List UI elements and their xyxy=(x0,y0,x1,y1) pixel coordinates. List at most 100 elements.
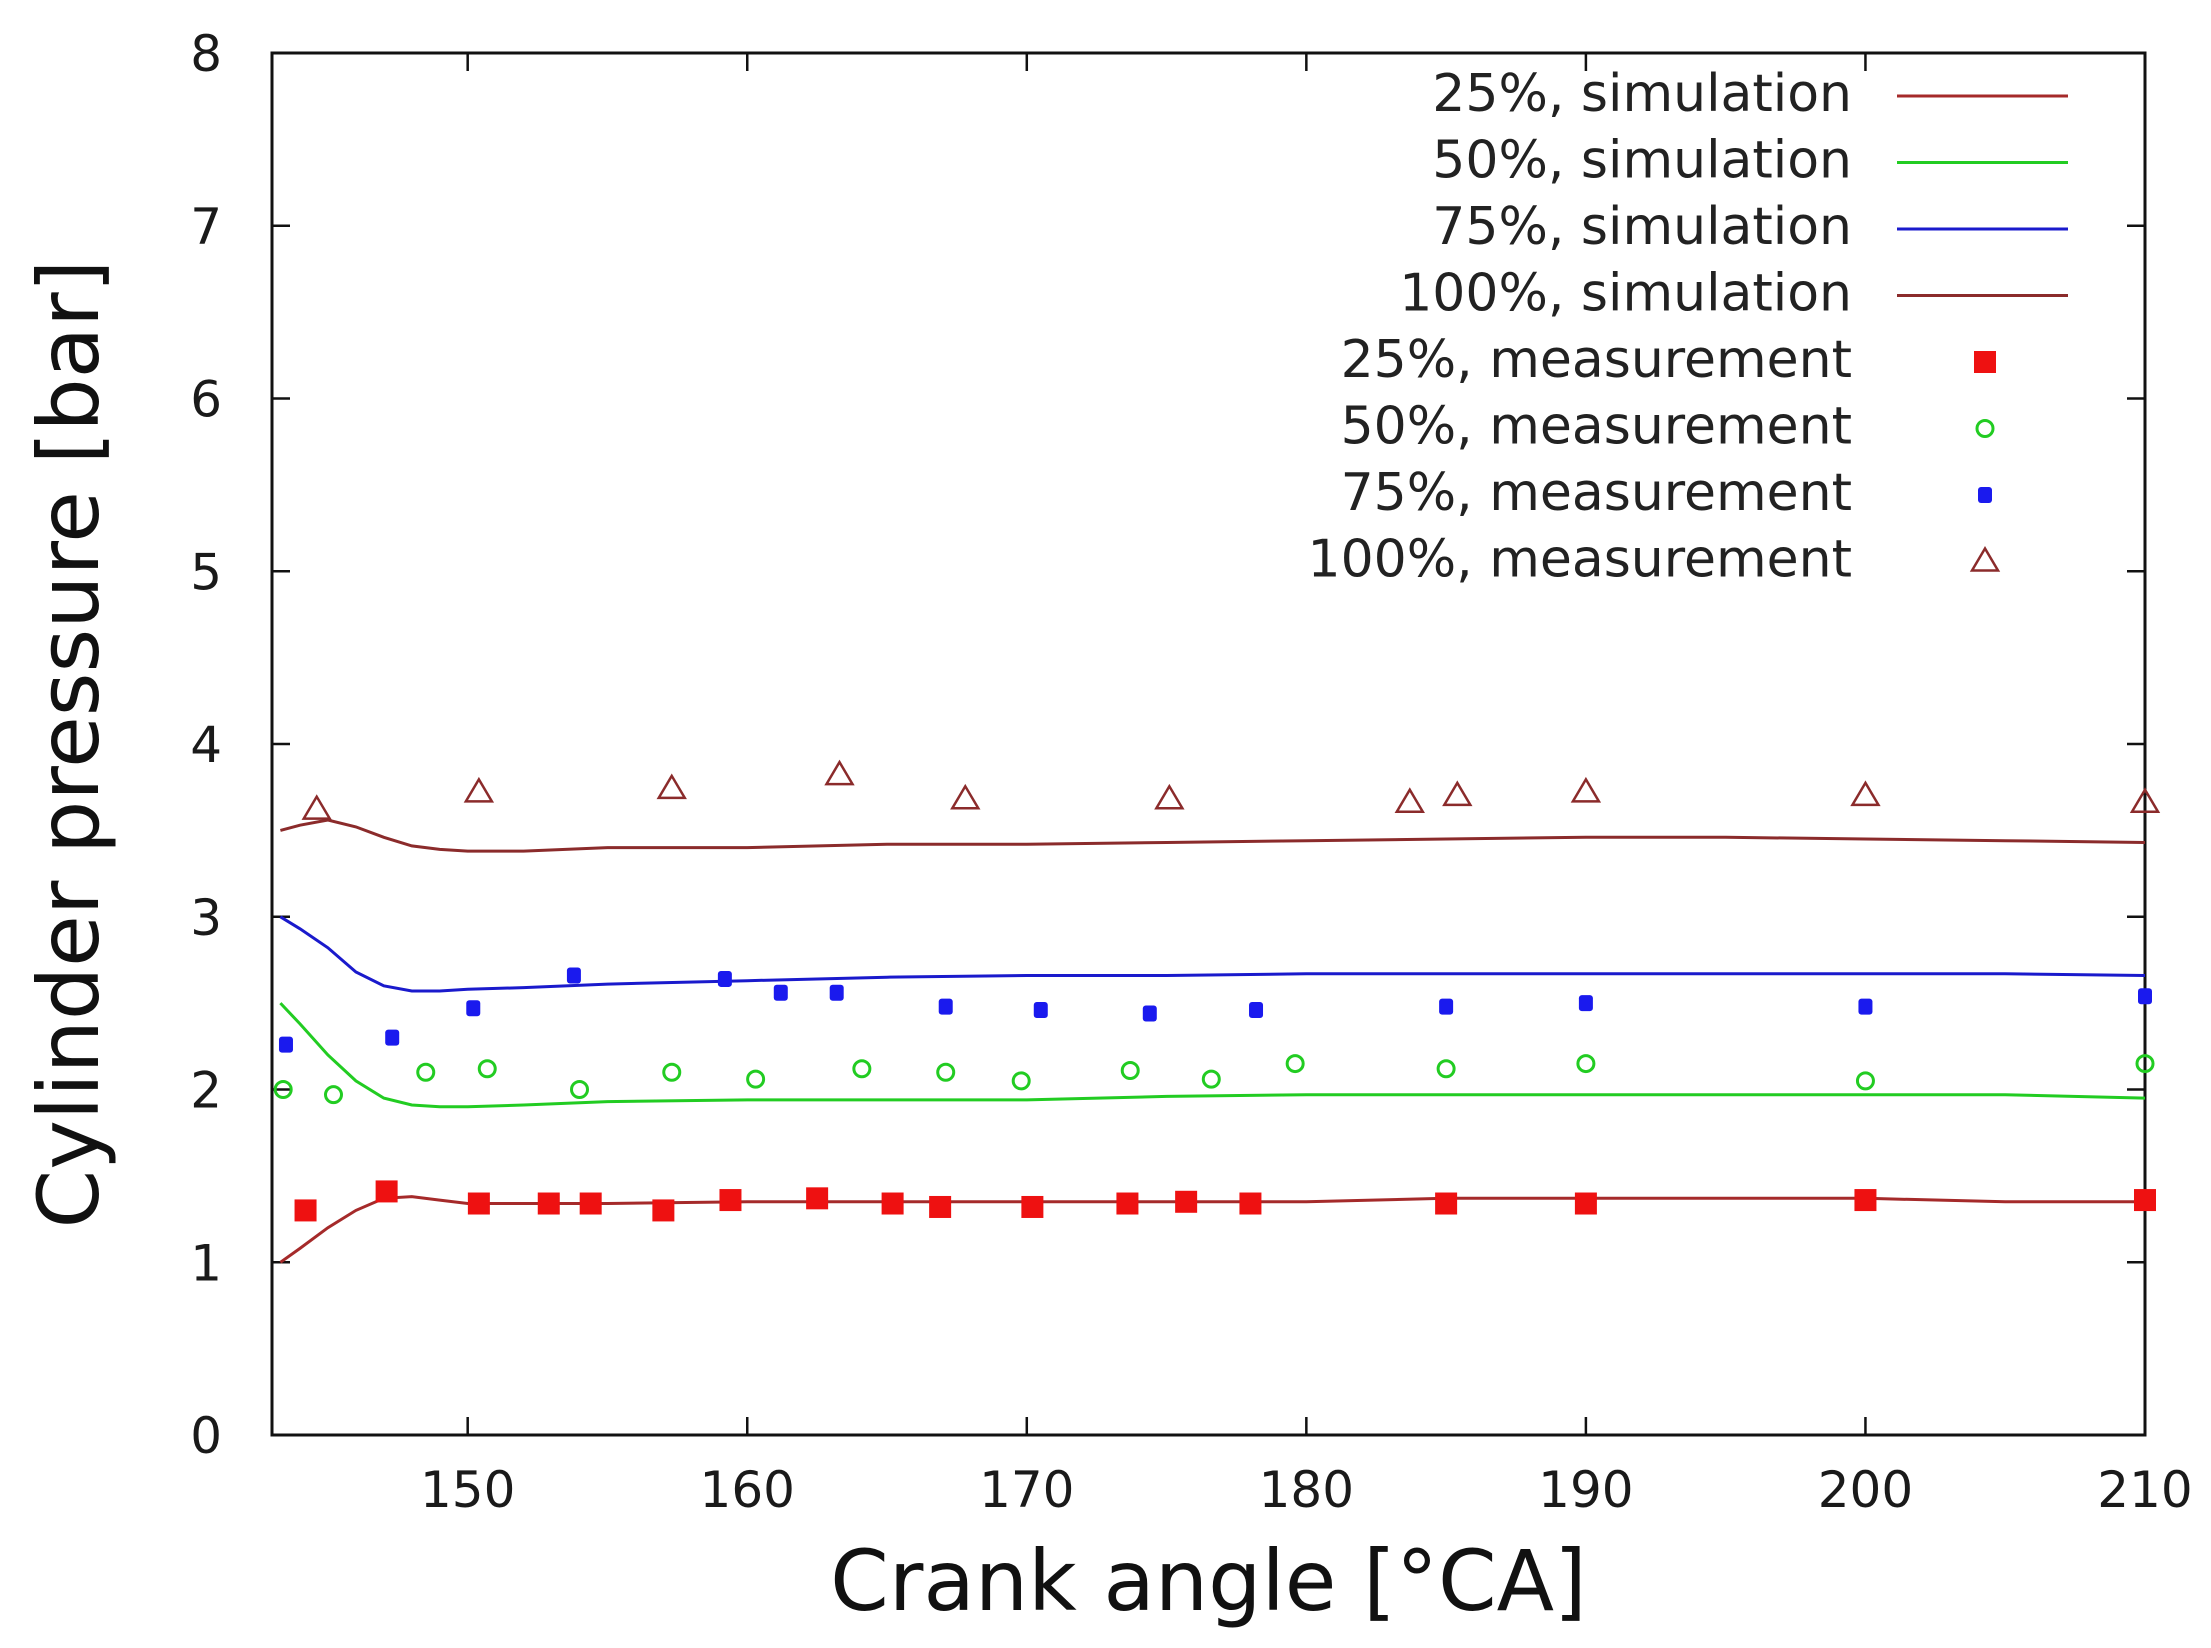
data-point xyxy=(717,970,732,987)
data-point xyxy=(1154,783,1185,810)
legend-label: 75%, measurement xyxy=(1341,463,1852,523)
data-point xyxy=(1021,1195,1044,1218)
y-axis-label: Cylinder pressure [bar] xyxy=(20,260,118,1229)
data-point xyxy=(579,1192,602,1215)
series-line xyxy=(279,1195,2145,1264)
legend-marker xyxy=(1975,419,1995,438)
legend-label: 25%, measurement xyxy=(1341,330,1852,390)
plot-border xyxy=(270,51,2147,1437)
data-point xyxy=(301,794,332,820)
data-point xyxy=(852,1059,872,1079)
legend-marker xyxy=(1978,487,1992,503)
legend-label: 75%, simulation xyxy=(1432,197,1852,257)
x-tick-label: 160 xyxy=(700,1461,795,1519)
data-point xyxy=(1033,1002,1048,1019)
data-point xyxy=(656,773,687,800)
data-point xyxy=(2138,988,2152,1005)
x-tick-label: 210 xyxy=(2097,1461,2192,1519)
data-point xyxy=(467,1192,490,1215)
y-tick-label: 7 xyxy=(190,198,222,256)
y-tick-label: 8 xyxy=(190,25,222,83)
y-tick-label: 1 xyxy=(190,1234,222,1292)
legend-label: 50%, measurement xyxy=(1341,397,1852,457)
legend-marker xyxy=(1974,351,1996,373)
series-6 xyxy=(278,967,2152,1053)
data-point xyxy=(1175,1190,1198,1213)
axis-ticks: 150 160 170 180 190 200 210 0 1 2 3 4 5 6 7 8 xyxy=(190,25,2193,1519)
data-point xyxy=(652,1199,675,1222)
legend-marker xyxy=(1969,546,2001,572)
data-point xyxy=(824,759,855,786)
x-tick-label: 150 xyxy=(420,1461,515,1519)
series-4 xyxy=(294,1180,2156,1222)
data-point xyxy=(881,1192,904,1215)
y-tick-label: 2 xyxy=(190,1062,222,1120)
data-point xyxy=(416,1062,436,1082)
data-point xyxy=(950,783,981,810)
data-point xyxy=(1285,1054,1305,1074)
data-point xyxy=(477,1059,497,1079)
data-point xyxy=(1249,1002,1264,1019)
data-point xyxy=(1435,1192,1458,1215)
data-point xyxy=(746,1069,766,1089)
data-point xyxy=(1394,787,1425,813)
series-layer xyxy=(273,759,2161,1264)
data-point xyxy=(385,1029,400,1046)
plot-area xyxy=(270,51,2147,1437)
data-point xyxy=(1850,780,1881,807)
legend-label: 100%, simulation xyxy=(1399,264,1852,324)
data-point xyxy=(463,776,495,803)
x-tick-label: 190 xyxy=(1538,1461,1633,1519)
legend-label: 100%, measurement xyxy=(1307,530,1852,590)
series-1 xyxy=(279,1002,2146,1109)
data-point xyxy=(773,984,788,1001)
data-point xyxy=(537,1192,560,1215)
series-line xyxy=(280,818,2146,853)
series-2 xyxy=(279,915,2146,993)
data-point xyxy=(2129,787,2161,813)
x-tick-label: 180 xyxy=(1259,1461,1354,1519)
data-point xyxy=(1201,1069,1221,1089)
data-point xyxy=(1578,995,1593,1012)
data-point xyxy=(1574,1192,1597,1215)
series-5 xyxy=(273,1054,2155,1105)
y-tick-label: 5 xyxy=(190,543,222,601)
data-point xyxy=(929,1195,952,1218)
data-point xyxy=(806,1187,829,1210)
data-point xyxy=(1576,1054,1596,1074)
data-point xyxy=(2135,1054,2155,1074)
legend-label: 50%, simulation xyxy=(1432,131,1852,191)
series-7 xyxy=(301,759,2161,820)
data-point xyxy=(570,1080,590,1099)
data-point xyxy=(324,1085,344,1105)
y-tick-label: 6 xyxy=(190,371,222,429)
series-0 xyxy=(279,1195,2145,1264)
data-point xyxy=(1858,998,1873,1015)
data-point xyxy=(1120,1060,1140,1080)
data-point xyxy=(278,1036,293,1053)
data-point xyxy=(1436,1059,1456,1079)
x-tick-label: 170 xyxy=(979,1461,1074,1519)
data-point xyxy=(566,967,581,984)
data-point xyxy=(719,1189,742,1212)
data-point xyxy=(936,1062,956,1082)
data-point xyxy=(2134,1189,2156,1212)
data-point xyxy=(829,984,844,1001)
x-axis-label: Crank angle [°CA] xyxy=(830,1532,1587,1630)
data-point xyxy=(294,1199,317,1222)
data-point xyxy=(662,1062,682,1082)
data-point xyxy=(938,998,953,1015)
data-point xyxy=(1854,1189,1877,1212)
data-point xyxy=(1116,1192,1139,1215)
series-line xyxy=(279,915,2146,993)
y-tick-label: 3 xyxy=(190,889,222,947)
y-tick-label: 0 xyxy=(190,1407,222,1465)
data-point xyxy=(1142,1005,1157,1022)
data-point xyxy=(1011,1071,1031,1091)
legend-label: 25%, simulation xyxy=(1432,64,1852,124)
data-point xyxy=(375,1180,398,1203)
data-point xyxy=(1855,1071,1875,1091)
